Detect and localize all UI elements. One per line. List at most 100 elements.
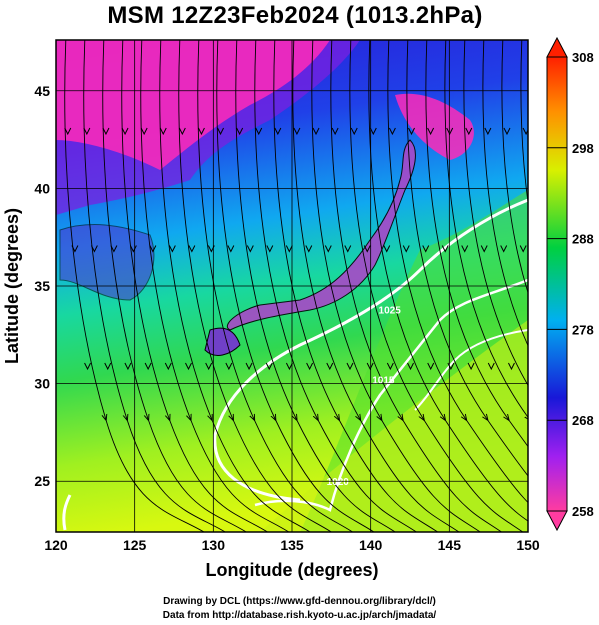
streamline-arrow [427, 362, 435, 371]
streamline [216, 40, 375, 532]
streamline-arrow [178, 127, 186, 136]
x-tick-label: 125 [123, 537, 147, 553]
streamline-arrow [346, 362, 354, 371]
streamline-arrow [487, 362, 495, 371]
y-tick-label: 40 [34, 180, 50, 196]
colorbar-tick-label: 258 [572, 504, 594, 519]
streamline-arrow [369, 127, 377, 136]
streamline-arrow [386, 362, 394, 371]
streamline [121, 40, 269, 532]
x-tick-label: 135 [280, 537, 304, 553]
streamline-arrow [569, 363, 575, 369]
x-tick-label: 130 [202, 537, 226, 553]
streamline-arrow [236, 127, 244, 136]
streamline-arrow [90, 245, 98, 253]
streamline-arrow [121, 127, 129, 136]
streamline-arrow [159, 127, 167, 136]
drawing-credit: Drawing by DCL (https://www.gfd-dennou.o… [163, 596, 436, 607]
streamline-arrow [149, 245, 157, 253]
streamline-arrow [274, 127, 282, 136]
y-axis-label: Latitude (degrees) [2, 208, 22, 364]
streamline-arrow [225, 362, 233, 371]
streamline-arrow [124, 362, 132, 371]
streamline-arrow [447, 362, 455, 371]
streamline-arrow [293, 127, 301, 136]
streamline-arrow [205, 362, 213, 371]
x-tick-label: 120 [44, 537, 68, 553]
streamline-arrow [522, 127, 528, 136]
streamline-arrow [407, 362, 414, 371]
streamline-arrow [312, 127, 320, 136]
isobar-label: 1020 [327, 477, 350, 488]
streamline-arrow [402, 245, 410, 253]
streamline [159, 40, 311, 532]
colorbar-tick-label: 288 [572, 232, 594, 247]
streamline [501, 40, 528, 295]
chart-title: MSM 12Z23Feb2024 (1013.2hPa) [107, 2, 483, 29]
streamline-arrow [285, 362, 293, 371]
streamline [197, 40, 354, 532]
streamline-arrow [540, 246, 546, 252]
streamline-arrow [324, 245, 332, 253]
x-tick-label: 145 [438, 537, 462, 553]
streamline-arrow [408, 127, 415, 136]
x-tick-label: 150 [516, 537, 540, 553]
streamline [178, 40, 333, 532]
streamline-arrow [529, 363, 535, 369]
streamline [463, 40, 528, 386]
streamline-arrow [102, 127, 110, 136]
x-axis-ticks: 120 125 130 135 140 145 150 [44, 537, 540, 553]
streamline [64, 40, 205, 532]
streamline-arrow [245, 362, 253, 371]
isobar-label: 1025 [379, 305, 402, 316]
streamline-arrow [363, 245, 371, 253]
streamline-arrow [383, 245, 391, 253]
streamline-arrow [427, 127, 435, 136]
streamline-arrow [266, 245, 274, 253]
streamline-arrow [168, 245, 176, 253]
isobar-label: 1015 [372, 376, 395, 387]
isobar-1015 [414, 329, 528, 411]
streamline-arrow [255, 127, 263, 136]
colorbar-tick-label: 298 [572, 141, 594, 156]
streamline-arrow [306, 362, 314, 371]
warmest-region [260, 320, 528, 532]
wind-streamlines [64, 40, 575, 532]
streamline-arrow [344, 245, 352, 253]
streamline-arrow [500, 245, 508, 253]
streamline-arrow [305, 245, 313, 253]
streamline-arrow [246, 245, 254, 253]
kyushu-land [204, 327, 241, 356]
isobar-labels: 1025 1020 1015 [327, 305, 402, 488]
streamline-arrow [185, 362, 192, 371]
streamline [425, 40, 528, 448]
streamline-arrow [71, 245, 79, 253]
streamline-arrow [519, 245, 527, 253]
streamline-arrow [188, 245, 196, 253]
streamline [349, 40, 524, 532]
colorbar-body [546, 56, 568, 512]
colorbar-tick-label: 268 [572, 413, 594, 428]
data-credit: Data from http://database.rish.kyoto-u.a… [162, 610, 437, 621]
streamline [254, 40, 418, 532]
map-field: 1025 1020 1015 [56, 40, 575, 532]
streamline-arrow [285, 245, 293, 253]
streamline-arrow [64, 127, 72, 136]
y-axis-ticks: 25 30 35 40 45 [34, 83, 50, 489]
colorbar-min-arrow [546, 510, 568, 532]
streamline-arrow [84, 362, 92, 371]
streamline-arrow [110, 245, 118, 253]
x-tick-label: 140 [359, 537, 383, 553]
streamline [292, 40, 460, 532]
streamline-arrow [503, 127, 511, 136]
streamline [273, 40, 439, 532]
colorbar-tick-label: 278 [572, 322, 594, 337]
y-tick-label: 30 [34, 376, 50, 392]
colorbar: 258 268 278 288 298 308 [546, 36, 594, 532]
colorbar-max-arrow [546, 36, 568, 58]
streamline-arrow [326, 362, 334, 371]
streamline-arrow [508, 362, 515, 371]
streamline-arrow [164, 362, 172, 371]
streamline-arrow [461, 245, 469, 253]
